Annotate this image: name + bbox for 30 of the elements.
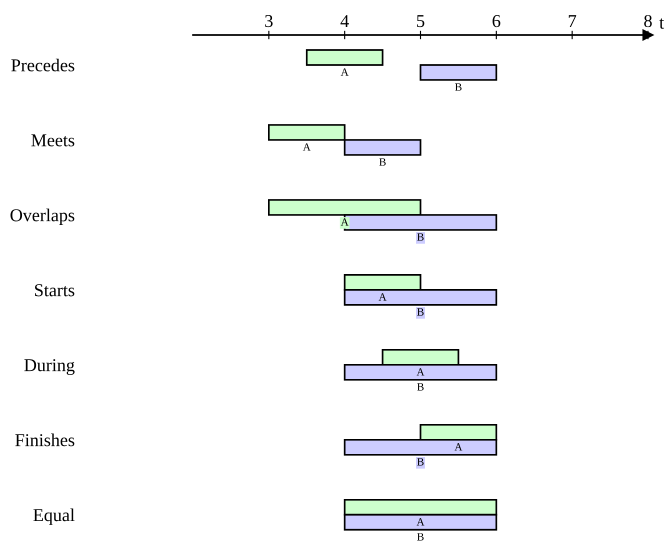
y-tick-label: Starts	[35, 284, 74, 296]
text: B	[417, 233, 424, 241]
text: A	[416, 518, 424, 526]
x2-tick-label: 6	[492, 15, 500, 28]
y-tick-label: Meets	[31, 134, 74, 146]
text: B	[379, 158, 386, 166]
text: B	[417, 458, 424, 466]
text: B	[417, 383, 424, 391]
text: A	[454, 443, 462, 451]
y-tick-label: Finishes	[15, 434, 74, 446]
bar	[420, 64, 498, 81]
bar	[306, 49, 384, 66]
text: A	[340, 68, 349, 76]
text: B	[417, 533, 424, 540]
x2-axis-title: t	[659, 18, 664, 29]
series-label: A	[340, 218, 349, 226]
series-label: B	[455, 83, 462, 91]
y-tick-label: During	[24, 359, 75, 375]
x2-tick-label: 5	[417, 15, 424, 28]
y-tick-label: Precedes	[11, 58, 74, 72]
text: B	[417, 308, 424, 316]
x2-tick-label: 7	[568, 15, 576, 27]
text: A	[416, 368, 424, 376]
x2-tick-label: 4	[340, 15, 349, 27]
y-tick-label: Overlaps	[10, 208, 74, 226]
x2-tick-label: 8	[644, 14, 652, 28]
x2-tick-label: 3	[265, 15, 273, 28]
y-tick-label: Equal	[33, 508, 75, 525]
text: A	[378, 293, 387, 301]
text: A	[302, 143, 311, 151]
